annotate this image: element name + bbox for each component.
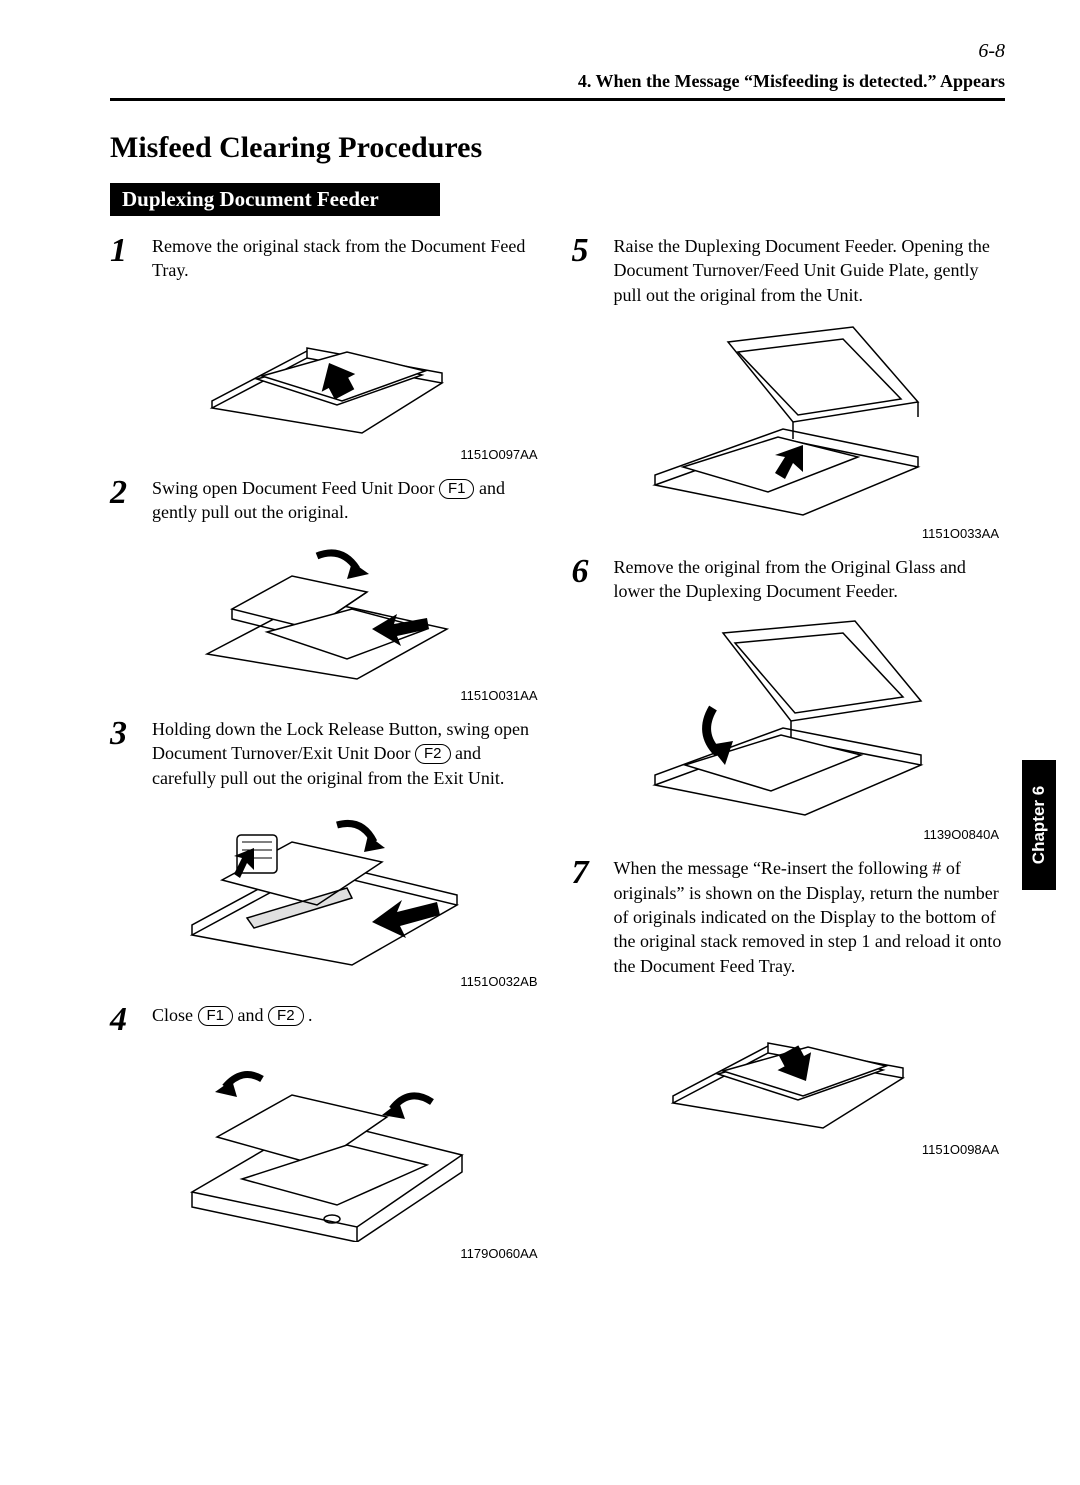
side-tab: Chapter 6 When a Message Appears	[1022, 760, 1056, 1046]
step-text: Close F1 and F2 .	[152, 1003, 313, 1037]
step-number: 6	[572, 555, 598, 604]
header-rule	[110, 98, 1005, 101]
figure-code: 1139O0840A	[572, 827, 1006, 842]
figure-code: 1151O098AA	[572, 1142, 1006, 1157]
figure-code: 1179O060AA	[110, 1246, 544, 1261]
figure-step-4: 1179O060AA	[110, 1047, 544, 1261]
key-f2: F2	[415, 744, 451, 764]
step-text-post: .	[304, 1005, 313, 1025]
figure-code: 1151O097AA	[110, 447, 544, 462]
step-number: 2	[110, 476, 136, 525]
figure-step-6: 1139O0840A	[572, 613, 1006, 842]
figure-code: 1151O033AA	[572, 526, 1006, 541]
figure-step-2: 1151O031AA	[110, 534, 544, 703]
step-number: 3	[110, 717, 136, 790]
step-7: 7 When the message “Re-insert the follow…	[572, 856, 1006, 977]
step-number: 1	[110, 234, 136, 283]
step-4: 4 Close F1 and F2 .	[110, 1003, 544, 1037]
section-header: 4. When the Message “Misfeeding is detec…	[110, 71, 1005, 98]
figure-code: 1151O031AA	[110, 688, 544, 703]
key-f1: F1	[198, 1006, 234, 1026]
step-number: 4	[110, 1003, 136, 1037]
step-2: 2 Swing open Document Feed Unit Door F1 …	[110, 476, 544, 525]
step-text-content: Raise the Duplexing Document Feeder. Ope…	[614, 234, 1006, 307]
figure-step-1: 1151O097AA	[110, 293, 544, 462]
raise-feeder-illustration-icon	[643, 317, 933, 522]
step-number: 7	[572, 856, 598, 977]
chapter-label: Chapter 6	[1029, 786, 1049, 864]
step-1: 1 Remove the original stack from the Doc…	[110, 234, 544, 283]
right-column: 5 Raise the Duplexing Document Feeder. O…	[572, 234, 1006, 1275]
content-columns: 1 Remove the original stack from the Doc…	[110, 234, 1005, 1275]
reload-tray-illustration-icon	[658, 988, 918, 1138]
step-text-pre: Close	[152, 1005, 198, 1025]
step-text: Holding down the Lock Release Button, sw…	[152, 717, 544, 790]
feeder-tray-illustration-icon	[197, 293, 457, 443]
subsection-bar: Duplexing Document Feeder	[110, 183, 440, 216]
step-text: Swing open Document Feed Unit Door F1 an…	[152, 476, 544, 525]
step-text-pre: Swing open Document Feed Unit Door	[152, 478, 439, 498]
key-f2: F2	[268, 1006, 304, 1026]
step-text-content: Remove the original from the Original Gl…	[614, 555, 1006, 604]
page-title: Misfeed Clearing Procedures	[110, 131, 1005, 165]
step-text: Remove the original stack from the Docum…	[152, 234, 544, 283]
feed-door-open-illustration-icon	[197, 534, 457, 684]
page-number: 6-8	[110, 40, 1005, 63]
step-text-content: Remove the original stack from the Docum…	[152, 234, 544, 283]
step-text: Remove the original from the Original Gl…	[614, 555, 1006, 604]
chapter-tab: Chapter 6	[1022, 760, 1056, 890]
step-text-mid: and	[233, 1005, 268, 1025]
figure-step-7: 1151O098AA	[572, 988, 1006, 1157]
lower-feeder-illustration-icon	[643, 613, 933, 823]
figure-step-5: 1151O033AA	[572, 317, 1006, 541]
figure-step-3: 1151O032AB	[110, 800, 544, 989]
left-column: 1 Remove the original stack from the Doc…	[110, 234, 544, 1275]
close-doors-illustration-icon	[177, 1047, 477, 1242]
step-number: 5	[572, 234, 598, 307]
step-text: Raise the Duplexing Document Feeder. Ope…	[614, 234, 1006, 307]
key-f1: F1	[439, 479, 475, 499]
step-3: 3 Holding down the Lock Release Button, …	[110, 717, 544, 790]
figure-code: 1151O032AB	[110, 974, 544, 989]
step-6: 6 Remove the original from the Original …	[572, 555, 1006, 604]
step-text-content: When the message “Re-insert the followin…	[614, 856, 1006, 977]
step-text: When the message “Re-insert the followin…	[614, 856, 1006, 977]
step-5: 5 Raise the Duplexing Document Feeder. O…	[572, 234, 1006, 307]
exit-unit-illustration-icon	[182, 800, 472, 970]
